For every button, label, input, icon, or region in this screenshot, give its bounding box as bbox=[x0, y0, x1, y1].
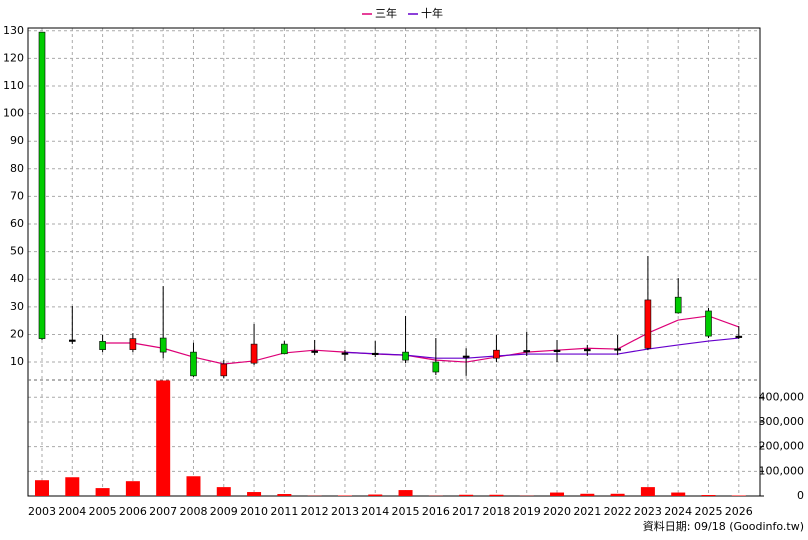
volume-bar bbox=[35, 480, 49, 496]
candle-body bbox=[281, 343, 288, 355]
footer: 資料日期: 09/18 (Goodinfo.tw) bbox=[643, 519, 804, 533]
volume-bar bbox=[65, 477, 80, 496]
volume-bar bbox=[95, 488, 110, 496]
volume-bar bbox=[398, 490, 413, 496]
y-tick-label: 110 bbox=[3, 79, 24, 92]
candle-body bbox=[311, 350, 318, 353]
candle-body bbox=[99, 341, 106, 350]
x-tick-label: 2024 bbox=[664, 505, 692, 518]
candle-body bbox=[735, 335, 743, 338]
candle-body bbox=[402, 351, 409, 361]
x-tick-label: 2004 bbox=[58, 505, 86, 518]
candle-body bbox=[674, 296, 682, 314]
volume-bar bbox=[186, 476, 201, 496]
candle-body bbox=[462, 355, 470, 358]
candle-body bbox=[190, 351, 197, 377]
y-tick-label: 60 bbox=[10, 217, 24, 230]
y-tick-label: 30 bbox=[10, 300, 24, 313]
x-tick-label: 2023 bbox=[634, 505, 662, 518]
candle-body bbox=[523, 350, 531, 353]
x-tick-label: 2009 bbox=[210, 505, 238, 518]
y-tick-label: 80 bbox=[10, 162, 24, 175]
volume-bar bbox=[701, 495, 716, 496]
x-tick-label: 2018 bbox=[482, 505, 510, 518]
y-tick-label: 130 bbox=[3, 24, 24, 37]
volume-bar bbox=[459, 494, 474, 496]
y2-tick-label: 400,000 bbox=[759, 390, 805, 403]
candle-body bbox=[432, 361, 440, 373]
x-tick-label: 2008 bbox=[179, 505, 207, 518]
x-tick-label: 2016 bbox=[422, 505, 450, 518]
x-tick-label: 2015 bbox=[392, 505, 420, 518]
x-tick-label: 2012 bbox=[301, 505, 329, 518]
candle-body bbox=[584, 349, 591, 352]
legend-label: 十年 bbox=[421, 6, 443, 20]
volume-bar bbox=[610, 493, 625, 496]
x-tick-label: 2022 bbox=[604, 505, 632, 518]
candle-body bbox=[250, 343, 258, 364]
volume-bar bbox=[671, 492, 686, 496]
volume-bar bbox=[550, 492, 565, 496]
x-tick-label: 2025 bbox=[694, 505, 722, 518]
x-tick-label: 2020 bbox=[543, 505, 571, 518]
candle-body bbox=[644, 299, 652, 349]
x-tick-label: 2013 bbox=[331, 505, 359, 518]
legend: 三年 十年 bbox=[362, 6, 443, 20]
volume-bar bbox=[247, 492, 262, 496]
y2-tick-label: 200,000 bbox=[759, 440, 805, 453]
plot-frame bbox=[27, 27, 761, 497]
y-tick-label: 70 bbox=[10, 189, 24, 202]
candle-body bbox=[553, 349, 561, 352]
candle-body bbox=[38, 31, 46, 339]
candle-body bbox=[220, 363, 228, 377]
volume-bar bbox=[216, 487, 231, 496]
volume-bar bbox=[277, 494, 292, 496]
y2-tick-label: 0 bbox=[797, 489, 804, 502]
candle-body bbox=[341, 352, 349, 355]
x-tick-label: 2014 bbox=[361, 505, 389, 518]
candle-body bbox=[129, 338, 137, 350]
y-tick-label: 10 bbox=[10, 355, 24, 368]
candle-body bbox=[705, 310, 712, 337]
x-tick-label: 2026 bbox=[725, 505, 753, 518]
y-tick-label: 120 bbox=[3, 51, 24, 64]
x-tick-label: 2017 bbox=[452, 505, 480, 518]
y-tick-label: 40 bbox=[10, 272, 24, 285]
candle-body bbox=[68, 339, 76, 342]
candle-body bbox=[614, 348, 621, 351]
volume-bar bbox=[368, 494, 383, 496]
candle-body bbox=[493, 349, 500, 359]
candle-body bbox=[371, 352, 379, 356]
legend-label: 三年 bbox=[375, 6, 397, 20]
y-tick-label: 100 bbox=[3, 107, 24, 120]
x-tick-label: 2011 bbox=[270, 505, 298, 518]
x-tick-label: 2005 bbox=[89, 505, 117, 518]
y-tick-label: 50 bbox=[10, 245, 24, 258]
y-tick-label: 20 bbox=[10, 327, 24, 340]
x-tick-label: 2006 bbox=[119, 505, 147, 518]
y2-tick-label: 300,000 bbox=[759, 415, 805, 428]
y-tick-label: 90 bbox=[10, 134, 24, 147]
volume-bar bbox=[580, 493, 595, 496]
x-tick-label: 2010 bbox=[240, 505, 268, 518]
y2-tick-label: 100,000 bbox=[759, 464, 805, 477]
candle-body bbox=[159, 337, 167, 353]
ma-line bbox=[102, 315, 739, 365]
ma-line bbox=[344, 337, 739, 359]
volume-bar bbox=[125, 481, 140, 496]
x-tick-label: 2019 bbox=[513, 505, 541, 518]
volume-bar bbox=[640, 487, 655, 496]
x-tick-label: 2007 bbox=[149, 505, 177, 518]
x-tick-label: 2021 bbox=[573, 505, 601, 518]
volume-bar bbox=[156, 380, 171, 496]
volume-bar bbox=[489, 494, 504, 496]
x-tick-label: 2003 bbox=[28, 505, 56, 518]
